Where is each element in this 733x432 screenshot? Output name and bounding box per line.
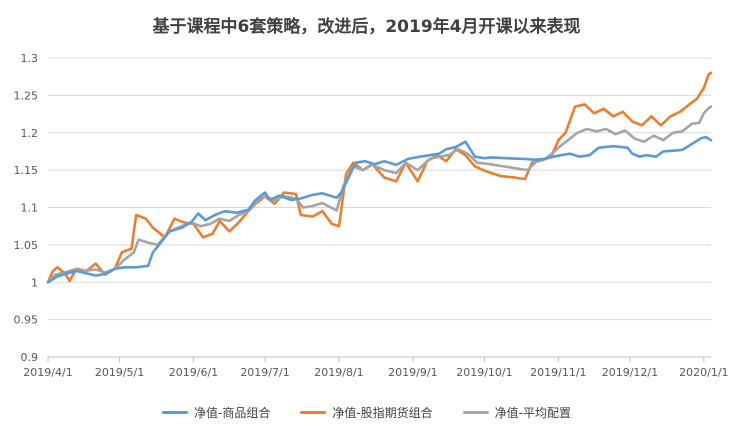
y-tick-label: 1.1 [21, 202, 39, 215]
legend-label-commodity: 净值-商品组合 [193, 406, 271, 420]
legend-label-average: 净值-平均配置 [494, 406, 572, 420]
y-tick-label: 1.3 [21, 52, 39, 65]
y-tick-label: 0.95 [14, 314, 39, 327]
gridlines [48, 57, 711, 321]
x-tick-label: 2019/9/1 [388, 366, 437, 379]
x-tick-label: 2019/4/1 [23, 366, 72, 379]
x-tick-label: 2019/10/1 [456, 366, 512, 379]
series-line-average [46, 105, 713, 284]
x-tick-label: 2020/1/1 [679, 366, 728, 379]
legend-swatch-average [462, 411, 489, 414]
x-tick-label: 2019/12/1 [602, 366, 658, 379]
legend-item-commodity: 净值-商品组合 [161, 404, 271, 421]
x-tick-label: 2019/6/1 [169, 366, 218, 379]
series-line-index-futures [46, 71, 713, 284]
legend-swatch-index-futures [300, 411, 327, 414]
x-tick-label: 2019/8/1 [314, 366, 363, 379]
chart-title: 基于课程中6套策略，改进后，2019年4月开课以来表现 [152, 17, 581, 37]
legend-item-average: 净值-平均配置 [462, 404, 572, 421]
x-axis: 2019/4/1 2019/5/1 2019/6/1 2019/7/1 2019/8/1… [23, 357, 729, 379]
legend: 净值-商品组合 净值-股指期货组合 净值-平均配置 [0, 404, 733, 421]
x-tick-label: 2019/7/1 [240, 366, 289, 379]
legend-swatch-commodity [161, 411, 188, 414]
legend-label-index-futures: 净值-股指期货组合 [332, 406, 433, 420]
y-tick-label: 1.15 [14, 164, 39, 177]
y-tick-label: 1 [31, 276, 38, 289]
y-tick-label: 1.2 [21, 127, 39, 140]
y-axis: 0.9 0.95 1 1.05 1.1 1.15 1.2 1.25 1.3 [14, 52, 39, 364]
y-tick-label: 0.9 [21, 351, 39, 364]
x-tick-label: 2019/5/1 [95, 366, 144, 379]
legend-item-index-futures: 净值-股指期货组合 [300, 404, 433, 421]
series-line-commodity [46, 135, 713, 284]
y-tick-label: 1.05 [14, 239, 39, 252]
y-tick-label: 1.25 [14, 89, 39, 102]
series-lines [46, 71, 713, 284]
x-tick-label: 2019/11/1 [530, 366, 586, 379]
